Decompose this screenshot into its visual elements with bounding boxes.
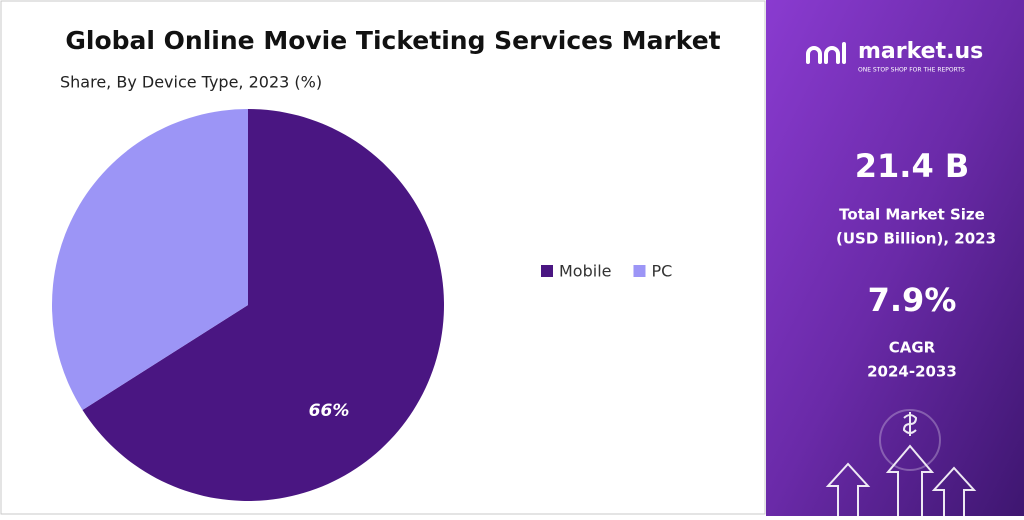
market-size: 21.4 B	[855, 147, 969, 185]
pie-slice	[82, 109, 445, 502]
legend: Mobile PC	[541, 262, 672, 281]
chart-title: Global Online Movie Ticketing Services M…	[65, 26, 720, 55]
pie-slice	[51, 108, 248, 411]
legend-label: PC	[651, 262, 672, 281]
legend-swatch	[541, 265, 553, 277]
cagr-value: 7.9%	[868, 281, 957, 319]
legend-swatch	[633, 265, 646, 277]
market-size-label: (USD Billion), 2023	[836, 230, 996, 248]
brand-tagline: ONE STOP SHOP FOR THE REPORTS	[858, 67, 965, 74]
data-label: 66%	[309, 401, 350, 421]
pie: 66%	[51, 108, 445, 502]
brand-logo	[806, 42, 846, 64]
legend-label: Mobile	[559, 262, 611, 281]
side-panel	[766, 0, 1024, 516]
cagr-period: 2024-2033	[867, 363, 957, 381]
market-size-label: Total Market Size	[839, 206, 985, 224]
chart-subtitle: Share, By Device Type, 2023 (%)	[60, 73, 322, 92]
brand-name: market.us	[858, 39, 983, 64]
decor-arrows	[825, 409, 977, 516]
cagr-label: CAGR	[889, 339, 936, 357]
